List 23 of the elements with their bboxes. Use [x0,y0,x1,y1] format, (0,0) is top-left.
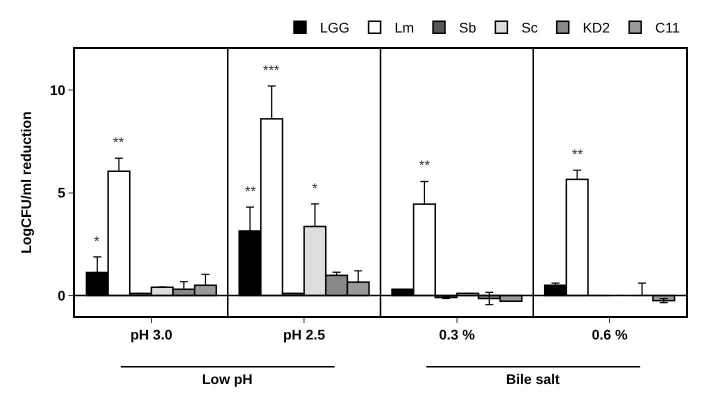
x-tick-label: pH 3.0 [130,326,173,343]
x-tick-label: 0.6 % [592,326,628,343]
legend-label: Lm [394,20,414,36]
data-label: ** [419,157,430,173]
text: Low pH [202,371,253,387]
y-tick-label: 0 [58,287,66,304]
text: Bile salt [506,371,560,387]
data-label: ** [245,183,256,199]
x-tick-label: 0.3 % [438,326,476,343]
legend-label: Sc [521,20,538,36]
y-axis-title: LogCFU/ml reduction [18,111,34,254]
data-label: ** [572,146,584,162]
y-tick-label: 5 [58,184,66,201]
legend-label: LGG [320,20,350,36]
y-tick-label: 10 [50,82,66,98]
data-label: * [94,233,100,249]
data-label: * [312,180,318,196]
legend-label: KD2 [582,20,610,36]
x-tick-label: pH 2.5 [283,326,326,343]
data-label: *** [263,62,280,78]
legend-label: C11 [655,20,680,36]
legend-label: Sb [459,20,476,36]
data-label: ** [113,134,124,150]
